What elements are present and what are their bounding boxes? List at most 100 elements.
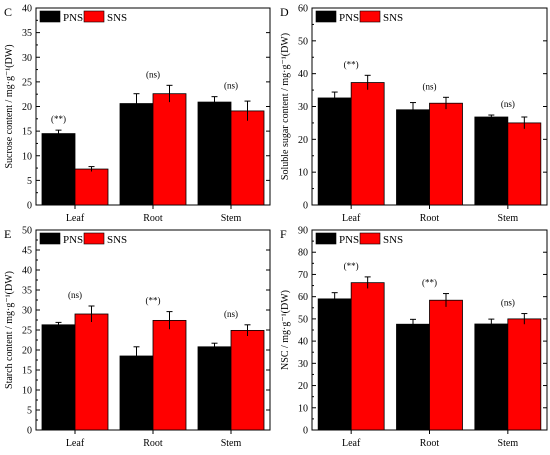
- bar-sns-root: [429, 299, 463, 431]
- bar-sns-stem: [507, 122, 542, 206]
- bar-pns-root: [396, 323, 430, 431]
- legend-swatch-pns: [39, 232, 61, 245]
- y-tick-label: 10: [298, 168, 308, 179]
- y-tick-label: 0: [27, 426, 32, 437]
- significance-label: (**): [146, 296, 161, 306]
- bar-sns-root: [429, 102, 463, 206]
- y-tick-label: 5: [27, 406, 32, 417]
- y-tick-label: 0: [303, 201, 308, 212]
- y-tick-label: 35: [22, 286, 32, 297]
- legend-swatch-sns: [83, 10, 105, 23]
- legend-swatch-pns: [39, 10, 61, 23]
- bar-sns-root: [152, 93, 187, 206]
- significance-label: (**): [344, 59, 359, 69]
- significance-label: (ns): [68, 290, 82, 300]
- legend-swatch-pns: [315, 10, 337, 23]
- legend-label-sns: SNS: [107, 234, 127, 246]
- y-tick-label: 30: [22, 53, 32, 64]
- chart-panel-c: C 0 5 10 15 20 25 30 35 40 Sucrose content / mg·g⁻…: [4, 4, 271, 224]
- y-tick-label: 30: [22, 306, 32, 317]
- y-tick-label: 45: [22, 246, 32, 257]
- y-tick-label: 60: [298, 4, 308, 15]
- x-tick-label: Root: [143, 213, 163, 224]
- x-tick-label: Leaf: [342, 213, 361, 224]
- y-tick-label: 60: [298, 292, 308, 303]
- x-tick-label: Leaf: [342, 438, 361, 449]
- y-tick-label: 70: [298, 270, 308, 281]
- legend-swatch-pns: [315, 232, 337, 245]
- bar-pns-stem: [197, 346, 232, 431]
- significance-label: (ns): [146, 69, 160, 79]
- y-axis-label: Sucrose content / mg·g⁻¹(DW): [4, 44, 15, 168]
- bar-pns-leaf: [317, 97, 352, 206]
- panel-letter: C: [4, 5, 12, 19]
- legend-label-sns: SNS: [383, 12, 403, 24]
- y-tick-label: 10: [298, 403, 308, 414]
- y-tick-label: 15: [22, 127, 32, 138]
- y-tick-label: 20: [22, 346, 32, 357]
- legend-label-pns: PNS: [339, 234, 359, 246]
- bar-pns-stem: [197, 101, 232, 206]
- y-tick-label: 40: [298, 69, 308, 80]
- panel-letter: E: [4, 227, 11, 241]
- y-tick-label: 40: [298, 337, 308, 348]
- bar-sns-leaf: [350, 82, 385, 206]
- y-tick-label: 20: [298, 135, 308, 146]
- x-tick-label: Root: [420, 213, 440, 224]
- legend-label-sns: SNS: [383, 234, 403, 246]
- bar-sns-stem: [230, 329, 265, 431]
- significance-label: (ns): [224, 81, 238, 91]
- significance-label: (ns): [501, 298, 515, 308]
- legend-label-pns: PNS: [339, 12, 359, 24]
- y-tick-label: 10: [22, 386, 32, 397]
- legend-swatch-sns: [83, 232, 105, 245]
- legend-swatch-sns: [359, 10, 381, 23]
- y-tick-label: 50: [298, 36, 308, 47]
- bar-pns-stem: [474, 116, 509, 206]
- significance-label: (**): [344, 261, 359, 271]
- bar-pns-leaf: [41, 133, 76, 206]
- chart-panel-d: D 0 10 20 30 40 50 60 Soluble sugar content / mg…: [280, 4, 548, 224]
- y-tick-label: 5: [27, 176, 32, 187]
- bar-sns-leaf: [74, 313, 109, 431]
- panel-letter: F: [280, 227, 287, 241]
- y-tick-label: 90: [298, 226, 308, 237]
- y-tick-label: 0: [303, 426, 308, 437]
- x-tick-label: Leaf: [66, 213, 85, 224]
- y-tick-label: 50: [22, 226, 32, 237]
- y-tick-label: 25: [22, 77, 32, 88]
- y-tick-label: 0: [27, 201, 32, 212]
- x-tick-label: Stem: [221, 438, 242, 449]
- significance-label: (ns): [423, 81, 437, 91]
- y-axis-label: NSC / mg·g⁻¹(DW): [280, 290, 291, 370]
- x-tick-label: Root: [143, 438, 163, 449]
- y-axis-label: Soluble sugar content / mg·g⁻¹(DW): [280, 33, 291, 180]
- x-tick-label: Stem: [221, 213, 242, 224]
- y-axis-label: Starch content / mg·g⁻¹(DW): [4, 271, 15, 389]
- y-tick-label: 25: [22, 326, 32, 337]
- significance-label: (**): [422, 278, 437, 288]
- panel-letter: D: [280, 5, 289, 19]
- significance-label: (ns): [501, 99, 515, 109]
- bar-sns-root: [152, 319, 187, 431]
- y-tick-label: 50: [298, 314, 308, 325]
- bar-sns-leaf: [350, 282, 385, 431]
- significance-label: (ns): [224, 309, 238, 319]
- bar-sns-stem: [230, 110, 265, 206]
- y-tick-label: 30: [298, 359, 308, 370]
- y-tick-label: 40: [22, 266, 32, 277]
- y-tick-label: 40: [22, 4, 32, 15]
- legend-label-pns: PNS: [63, 234, 83, 246]
- bar-pns-leaf: [317, 298, 352, 431]
- bar-pns-root: [119, 355, 154, 431]
- legend-label-pns: PNS: [63, 12, 83, 24]
- bar-pns-root: [396, 109, 430, 206]
- y-tick-label: 15: [22, 366, 32, 377]
- x-tick-label: Root: [420, 438, 440, 449]
- bar-sns-stem: [507, 318, 542, 431]
- bar-sns-leaf: [74, 168, 109, 206]
- y-tick-label: 20: [298, 381, 308, 392]
- significance-label: (**): [51, 114, 66, 124]
- y-tick-label: 35: [22, 28, 32, 39]
